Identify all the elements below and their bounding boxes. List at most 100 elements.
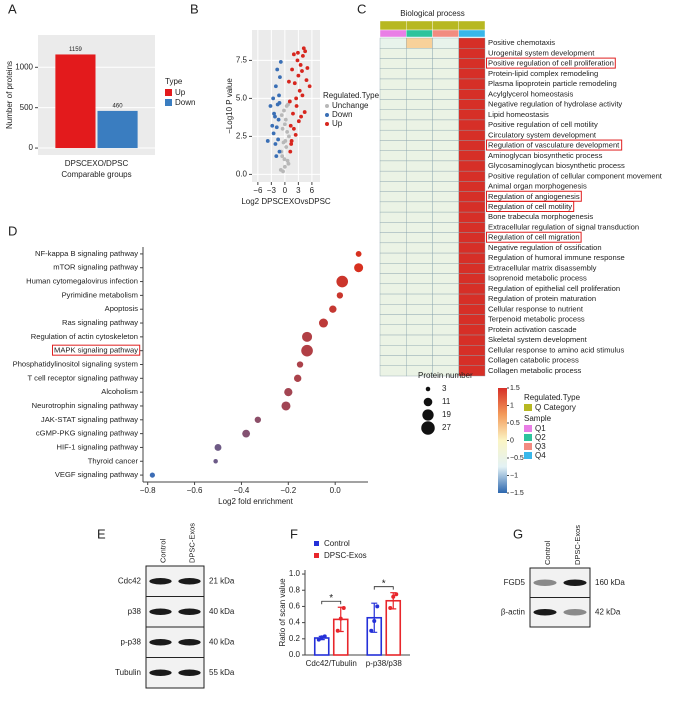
point (293, 132, 298, 137)
heatmap-cell (458, 222, 486, 233)
heatmap-cell (458, 324, 486, 336)
point (294, 104, 299, 108)
heatmap-cell (458, 129, 486, 141)
x-axis-title: Comparable groups (61, 170, 131, 179)
blot-band (563, 609, 587, 616)
point (288, 149, 293, 154)
panel-letter: A (8, 1, 17, 16)
y-tick-label: Thyroid cancer (88, 456, 139, 465)
panel-letter: D (8, 223, 17, 238)
row-label: Regulation of cell migration (488, 233, 580, 242)
blot-size-label: 160 kDa (595, 578, 625, 587)
x-tick-label: −0.4 (234, 486, 250, 495)
y-tick-label: HIF-1 signaling pathway (57, 442, 139, 451)
legend-label: 11 (442, 397, 451, 406)
y-tick-label: Apoptosis (105, 304, 139, 313)
data-point (388, 606, 393, 611)
row-label: Animal organ morphogenesis (488, 182, 587, 191)
bubble (318, 318, 328, 328)
bubble (281, 401, 291, 411)
colorbar-label: −1.5 (510, 490, 524, 497)
x-tick-label: DPSCEXO/DPSC (65, 159, 129, 168)
heatmap-cell (432, 191, 459, 203)
blot-size-label: 40 kDa (209, 637, 235, 646)
heatmap-cell (458, 140, 486, 151)
heatmap-cell (458, 314, 486, 325)
heatmap-cell (458, 242, 486, 254)
x-tick-label: Cdc42/Tubulin (306, 659, 357, 668)
legend-label: Down (175, 98, 195, 107)
legend-bubble (425, 386, 431, 392)
heatmap-cell (432, 283, 459, 295)
row-label: Urogenital system development (488, 48, 595, 57)
point (283, 139, 288, 143)
colorbar-label: 1.5 (510, 385, 520, 392)
point (277, 101, 282, 105)
heatmap-cell (379, 201, 407, 213)
heatmap-cell (379, 252, 407, 264)
point (286, 161, 291, 166)
y-tick-label: Alcoholism (101, 387, 138, 396)
heatmap-cell (406, 191, 433, 203)
data-point (372, 619, 377, 623)
heatmap-cell (379, 140, 407, 151)
point (287, 79, 291, 84)
row-label: Acylglycerol homeostasis (488, 89, 573, 98)
row-label: Regulation of vasculature development (488, 141, 620, 150)
row-label: Negative regulation of ossification (488, 243, 602, 252)
heatmap-cell (458, 78, 486, 90)
blot-band (178, 578, 201, 585)
row-label: Positive regulation of cell proliferatio… (488, 59, 614, 68)
heatmap-cell (432, 293, 459, 305)
heatmap-cell (406, 150, 433, 162)
legend-swatch (314, 553, 319, 558)
point (307, 84, 312, 89)
heatmap-cell (406, 140, 433, 151)
heatmap-cell (432, 78, 459, 90)
blot-column-label: DPSC-Exos (187, 523, 196, 563)
legend-label: 27 (442, 423, 451, 432)
blot-size-label: 21 kDa (209, 576, 235, 585)
y-tick-label: 0.2 (289, 634, 301, 643)
point (303, 49, 308, 54)
y-tick-label: 0.0 (236, 170, 248, 179)
bubble (284, 388, 293, 397)
colorbar-label: 0.5 (510, 420, 520, 427)
highlight-box (52, 344, 141, 356)
heatmap-cell (379, 129, 407, 141)
heatmap-cell (458, 150, 486, 162)
significance-label: * (382, 578, 386, 589)
row-label: Regulation of cell motility (488, 202, 572, 211)
heatmap-cell (432, 201, 459, 213)
row-label: Plasma lipoprotein particle remodeling (488, 79, 617, 88)
heatmap-cell (432, 48, 459, 59)
sample-cell (379, 29, 407, 38)
heatmap-cell (406, 334, 433, 346)
point (275, 67, 280, 72)
category-cell (432, 20, 459, 31)
heatmap-cell (406, 48, 433, 59)
point (301, 46, 306, 51)
heatmap-cell (432, 119, 459, 131)
heatmap-cell (379, 211, 407, 223)
point (277, 93, 281, 98)
heatmap-cell (432, 232, 459, 244)
heatmap-cell (432, 345, 459, 356)
legend-swatch (165, 89, 172, 96)
heatmap-cell (379, 222, 407, 233)
colorbar (498, 388, 507, 493)
blot-band (178, 608, 201, 615)
heatmap-cell (379, 263, 407, 274)
row-label: Glycosaminoglycan biosynthetic process (488, 161, 625, 170)
bubble (213, 459, 218, 464)
legend-marker (325, 113, 329, 117)
y-tick-label: cGMP-PKG signaling pathway (36, 429, 138, 438)
y-tick-label: 7.5 (236, 56, 248, 65)
heatmap-cell (406, 68, 433, 80)
point (291, 52, 296, 57)
blot-column-label: Control (543, 540, 552, 565)
category-cell (379, 20, 407, 31)
legend-swatch (524, 425, 532, 432)
heatmap-cell (432, 140, 459, 151)
